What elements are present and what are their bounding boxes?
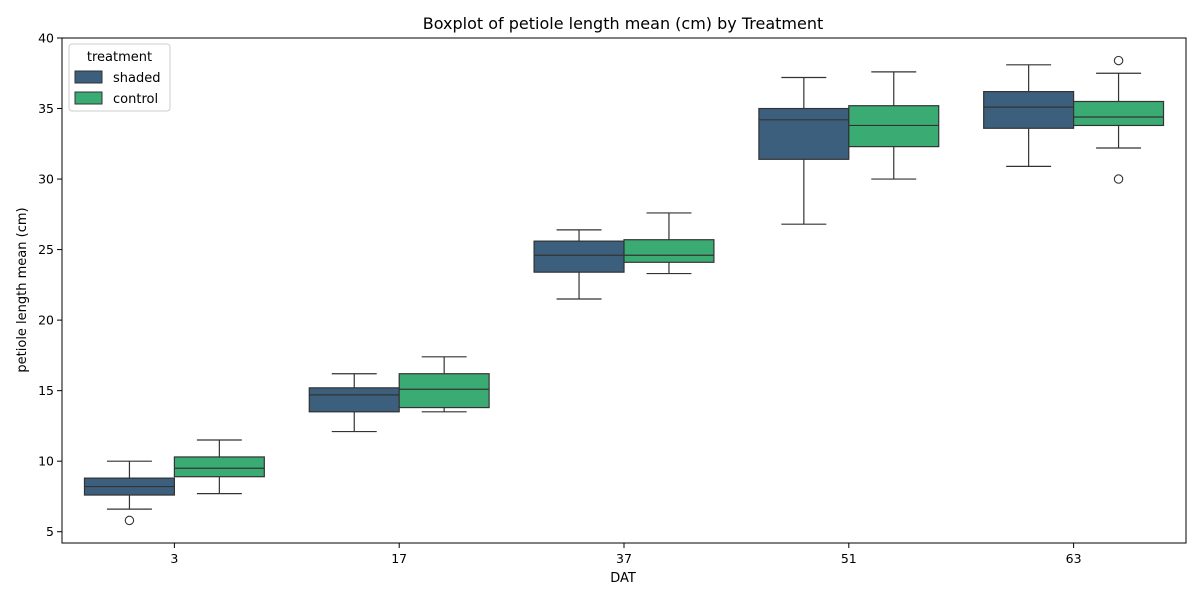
box-shaded-3 [83,460,176,526]
y-tick-label: 40 [38,31,54,46]
legend-swatch-control [74,91,103,105]
x-tick-label: 3 [170,551,178,566]
legend-title: treatment [87,50,152,65]
iqr-box [533,240,625,273]
box-shaded-63 [983,64,1075,167]
box-control-3 [173,439,265,495]
iqr-box [983,91,1075,129]
y-tick-label: 35 [38,101,54,116]
box-shaded-37 [533,229,625,300]
box-control-17 [398,356,490,413]
plot-frame [61,37,1187,544]
x-tick-label: 17 [391,551,407,566]
iqr-box [758,107,850,160]
iqr-box [398,373,490,409]
box-control-37 [623,212,715,275]
outlier-point [124,515,135,526]
x-axis-label: DAT [610,571,636,586]
legend-label-control: control [113,92,158,107]
box-shaded-17 [308,373,400,433]
outlier-point [1113,55,1124,66]
legend: treatment shaded control [68,43,171,112]
y-tick-label: 30 [38,172,54,187]
iqr-box [623,239,715,263]
iqr-box [308,387,400,413]
x-tick-label: 51 [841,551,857,566]
box-control-63 [1072,55,1165,184]
x-tick-label: 37 [616,551,632,566]
outlier-point [1113,174,1124,184]
legend-label-shaded: shaded [113,71,160,86]
iqr-box [848,105,940,148]
y-tick-label: 5 [46,524,54,539]
y-tick-label: 20 [38,313,54,328]
box-shaded-51 [758,76,850,225]
box-control-51 [848,71,940,180]
y-tick-label: 10 [38,454,54,469]
y-tick-label: 15 [38,383,54,398]
y-axis-label: petiole length mean (cm) [15,207,30,372]
x-tick-label: 63 [1066,551,1082,566]
iqr-box [1072,100,1165,127]
plot-area: 5 10 15 20 25 30 35 40 3 17 37 51 63 [38,31,1187,566]
chart-title: Boxplot of petiole length mean (cm) by T… [423,14,824,33]
y-tick-label: 25 [38,242,54,257]
legend-swatch-shaded [74,70,103,84]
iqr-box [173,456,265,478]
